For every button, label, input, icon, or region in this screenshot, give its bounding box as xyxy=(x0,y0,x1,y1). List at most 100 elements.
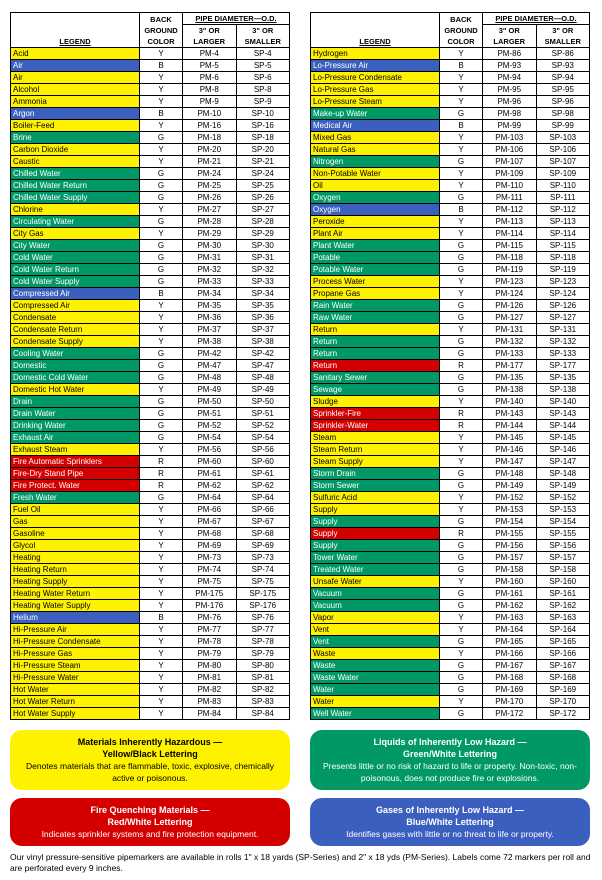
box-title2: Blue/White Lettering xyxy=(320,816,580,828)
table-row: Exhaust SteamYPM-56SP-56 xyxy=(11,444,290,456)
cell-legend: Compressed Air xyxy=(11,288,140,300)
box-sub: Indicates sprinkler systems and fire pro… xyxy=(20,828,280,840)
cell-lg: PM-158 xyxy=(483,564,537,576)
table-row: VacuumGPM-161SP-161 xyxy=(311,588,590,600)
cell-bg: Y xyxy=(140,312,183,324)
cell-lg: PM-83 xyxy=(183,696,237,708)
cell-sm: SP-77 xyxy=(236,624,290,636)
cell-sm: SP-94 xyxy=(536,72,590,84)
table-row: SupplyGPM-154SP-154 xyxy=(311,516,590,528)
cell-bg: Y xyxy=(140,228,183,240)
table-row: AlcoholYPM-8SP-8 xyxy=(11,84,290,96)
cell-legend: Steam xyxy=(311,432,440,444)
table-row: SewageGPM-138SP-138 xyxy=(311,384,590,396)
cell-sm: SP-126 xyxy=(536,300,590,312)
table-row: Fire Automatic SprinklersRPM-60SP-60 xyxy=(11,456,290,468)
table-row: AcidYPM-4SP-4 xyxy=(11,48,290,60)
cell-bg: Y xyxy=(140,588,183,600)
cell-lg: PM-33 xyxy=(183,276,237,288)
cell-legend: Nitrogen xyxy=(311,156,440,168)
table-row: AirBPM-5SP-5 xyxy=(11,60,290,72)
cell-bg: B xyxy=(140,612,183,624)
cell-sm: SP-175 xyxy=(236,588,290,600)
cell-legend: Heating Water Supply xyxy=(11,600,140,612)
cell-sm: SP-176 xyxy=(236,600,290,612)
table-row: Process WaterYPM-123SP-123 xyxy=(311,276,590,288)
cell-bg: R xyxy=(140,456,183,468)
table-row: Circulating WaterGPM-28SP-28 xyxy=(11,216,290,228)
cell-sm: SP-109 xyxy=(536,168,590,180)
table-row: VacuumGPM-162SP-162 xyxy=(311,600,590,612)
table-row: VaporYPM-163SP-163 xyxy=(311,612,590,624)
cell-legend: Natural Gas xyxy=(311,144,440,156)
cell-bg: Y xyxy=(440,504,483,516)
cell-lg: PM-5 xyxy=(183,60,237,72)
cell-bg: G xyxy=(440,156,483,168)
cell-legend: Storm Sewer xyxy=(311,480,440,492)
cell-lg: PM-164 xyxy=(483,624,537,636)
cell-sm: SP-124 xyxy=(536,288,590,300)
table-row: Medical AirBPM-99SP-99 xyxy=(311,120,590,132)
cell-bg: G xyxy=(440,264,483,276)
cell-lg: PM-154 xyxy=(483,516,537,528)
cell-lg: PM-81 xyxy=(183,672,237,684)
cell-bg: Y xyxy=(440,612,483,624)
cell-lg: PM-156 xyxy=(483,540,537,552)
cell-lg: PM-9 xyxy=(183,96,237,108)
table-row: Make-up WaterGPM-98SP-98 xyxy=(311,108,590,120)
table-row: Waste WaterGPM-168SP-168 xyxy=(311,672,590,684)
cell-legend: Heating Return xyxy=(11,564,140,576)
cell-sm: SP-170 xyxy=(536,696,590,708)
cell-sm: SP-48 xyxy=(236,372,290,384)
table-row: Boiler-FeedYPM-16SP-16 xyxy=(11,120,290,132)
cell-legend: Treated Water xyxy=(311,564,440,576)
cell-lg: PM-111 xyxy=(483,192,537,204)
cell-legend: Hot Water Supply xyxy=(11,708,140,720)
table-row: Cold WaterGPM-31SP-31 xyxy=(11,252,290,264)
cell-bg: R xyxy=(140,468,183,480)
cell-bg: G xyxy=(140,192,183,204)
cell-sm: SP-60 xyxy=(236,456,290,468)
box-title: Gases of Inherently Low Hazard — xyxy=(320,804,580,816)
table-row: Cold Water ReturnGPM-32SP-32 xyxy=(11,264,290,276)
cell-legend: Tower Water xyxy=(311,552,440,564)
cell-lg: PM-140 xyxy=(483,396,537,408)
table-row: ReturnGPM-133SP-133 xyxy=(311,348,590,360)
cell-sm: SP-35 xyxy=(236,300,290,312)
cell-sm: SP-103 xyxy=(536,132,590,144)
table-row: CausticYPM-21SP-21 xyxy=(11,156,290,168)
cell-legend: Heating xyxy=(11,552,140,564)
cell-lg: PM-145 xyxy=(483,432,537,444)
table-row: ArgonBPM-10SP-10 xyxy=(11,108,290,120)
cell-bg: B xyxy=(140,288,183,300)
box-title2: Red/White Lettering xyxy=(20,816,280,828)
cell-legend: Lo-Pressure Condensate xyxy=(311,72,440,84)
cell-bg: Y xyxy=(440,456,483,468)
table-row: Well WaterGPM-172SP-172 xyxy=(311,708,590,720)
cell-legend: Acid xyxy=(11,48,140,60)
cell-lg: PM-6 xyxy=(183,72,237,84)
cell-lg: PM-113 xyxy=(483,216,537,228)
table-row: Hi-Pressure GasYPM-79SP-79 xyxy=(11,648,290,660)
cell-sm: SP-4 xyxy=(236,48,290,60)
table-row: Hi-Pressure AirYPM-77SP-77 xyxy=(11,624,290,636)
cell-sm: SP-38 xyxy=(236,336,290,348)
cell-legend: Caustic xyxy=(11,156,140,168)
cell-lg: PM-163 xyxy=(483,612,537,624)
cell-legend: Propane Gas xyxy=(311,288,440,300)
table-row: Sprinkler-FireRPM-143SP-143 xyxy=(311,408,590,420)
cell-legend: Plant Air xyxy=(311,228,440,240)
cell-sm: SP-123 xyxy=(536,276,590,288)
box-blue: Gases of Inherently Low Hazard —Blue/Whi… xyxy=(310,798,590,846)
table-row: Fire Protect. WaterRPM-62SP-62 xyxy=(11,480,290,492)
cell-legend: Water xyxy=(311,684,440,696)
cell-lg: PM-10 xyxy=(183,108,237,120)
cell-lg: PM-95 xyxy=(483,84,537,96)
hdr-lg: 3" ORLARGER xyxy=(483,25,537,48)
table-row: Plant WaterGPM-115SP-115 xyxy=(311,240,590,252)
cell-lg: PM-98 xyxy=(483,108,537,120)
table-row: Domestic Cold WaterGPM-48SP-48 xyxy=(11,372,290,384)
cell-lg: PM-160 xyxy=(483,576,537,588)
cell-lg: PM-123 xyxy=(483,276,537,288)
cell-legend: Cooling Water xyxy=(11,348,140,360)
